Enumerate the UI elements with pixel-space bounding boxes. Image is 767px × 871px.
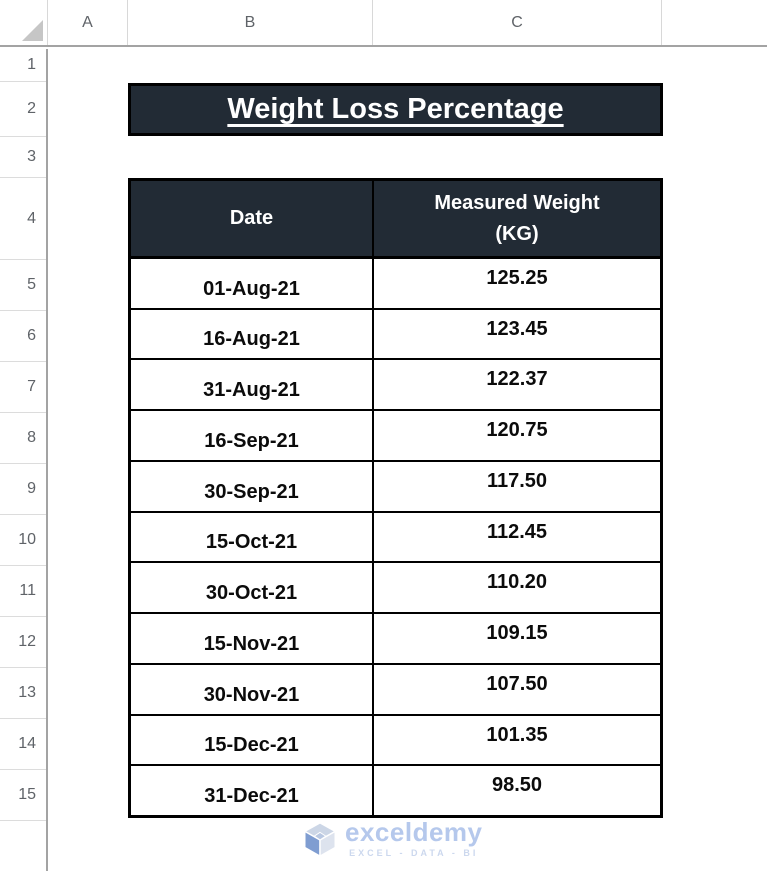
row-header[interactable]: 5 <box>0 260 46 311</box>
select-all-triangle-icon <box>22 20 43 41</box>
column-header[interactable]: A <box>48 0 128 45</box>
row-header[interactable]: 4 <box>0 178 46 260</box>
weight-cell[interactable]: 109.15 <box>486 622 548 645</box>
date-cell[interactable]: 16-Aug-21 <box>131 309 374 359</box>
table-row: 15-Oct-21 112.45 <box>131 512 660 564</box>
table-row: 30-Oct-21 110.20 <box>131 563 660 615</box>
row-header[interactable]: 3 <box>0 137 46 178</box>
column-header-row: A B C <box>0 0 767 47</box>
row-header[interactable]: 8 <box>0 413 46 464</box>
row-header[interactable]: 14 <box>0 719 46 770</box>
page-title: Weight Loss Percentage <box>227 93 564 125</box>
column-header-filler <box>662 0 767 45</box>
column-header[interactable]: B <box>128 0 373 45</box>
column-letters: A B C <box>48 0 662 45</box>
date-cell[interactable]: 16-Sep-21 <box>131 411 374 460</box>
table-row: 31-Dec-21 98.50 <box>131 766 660 816</box>
row-header[interactable]: 2 <box>0 82 46 137</box>
row-header[interactable]: 11 <box>0 566 46 617</box>
table-row: 30-Sep-21 117.50 <box>131 461 660 513</box>
select-all-corner[interactable] <box>0 0 48 45</box>
row-header[interactable]: 10 <box>0 515 46 566</box>
weight-cell[interactable]: 120.75 <box>486 419 548 442</box>
exceldemy-cube-icon <box>303 821 337 857</box>
weight-header-line2: (KG) <box>495 222 539 245</box>
table-row: 16-Aug-21 123.45 <box>131 309 660 361</box>
weight-cell[interactable]: 110.20 <box>486 571 548 594</box>
weight-cell[interactable]: 125.25 <box>486 267 548 289</box>
date-cell[interactable]: 31-Dec-21 <box>131 766 374 816</box>
row-header[interactable]: 7 <box>0 362 46 413</box>
table-row: 31-Aug-21 122.37 <box>131 360 660 412</box>
row-header[interactable]: 1 <box>0 49 46 82</box>
weight-cell[interactable]: 98.50 <box>491 774 543 797</box>
weight-cell[interactable]: 117.50 <box>486 469 548 492</box>
weight-cell[interactable]: 112.45 <box>486 520 548 543</box>
row-header[interactable]: 15 <box>0 770 46 821</box>
date-cell[interactable]: 31-Aug-21 <box>131 360 374 410</box>
row-header-strip: 1 2 3 4 5 6 7 8 9 10 11 12 13 14 15 <box>0 49 48 871</box>
weight-cell[interactable]: 101.35 <box>486 723 548 746</box>
table-row: 16-Sep-21 120.75 <box>131 411 660 462</box>
exceldemy-watermark: exceldemy EXCEL - DATA - BI <box>301 819 482 858</box>
table-row: 01-Aug-21 125.25 <box>131 259 660 310</box>
date-cell[interactable]: 15-Nov-21 <box>131 614 374 663</box>
date-cell[interactable]: 30-Sep-21 <box>131 461 374 511</box>
weight-cell[interactable]: 122.37 <box>486 368 548 391</box>
table-row: 30-Nov-21 107.50 <box>131 664 660 716</box>
date-cell[interactable]: 01-Aug-21 <box>131 259 374 308</box>
watermark-text-block: exceldemy EXCEL - DATA - BI <box>345 819 482 858</box>
watermark-tagline: EXCEL - DATA - BI <box>349 848 479 858</box>
weight-cell[interactable]: 107.50 <box>486 672 548 695</box>
title-cell[interactable]: Weight Loss Percentage <box>128 83 663 136</box>
date-column-header[interactable]: Date <box>131 181 374 256</box>
date-cell[interactable]: 15-Oct-21 <box>131 512 374 562</box>
date-cell[interactable]: 30-Nov-21 <box>131 664 374 714</box>
date-cell[interactable]: 30-Oct-21 <box>131 563 374 613</box>
date-cell[interactable]: 15-Dec-21 <box>131 715 374 765</box>
weight-header-line1: Measured Weight <box>434 191 600 214</box>
weight-table: Date Measured Weight (KG) 01-Aug-21 125.… <box>128 178 663 818</box>
weight-cell[interactable]: 123.45 <box>486 317 548 340</box>
column-header[interactable]: C <box>373 0 662 45</box>
row-header[interactable]: 13 <box>0 668 46 719</box>
row-header[interactable]: 12 <box>0 617 46 668</box>
table-row: 15-Dec-21 101.35 <box>131 715 660 767</box>
table-row: 15-Nov-21 109.15 <box>131 614 660 665</box>
row-header[interactable]: 9 <box>0 464 46 515</box>
table-header-row: Date Measured Weight (KG) <box>131 181 660 259</box>
row-header[interactable]: 6 <box>0 311 46 362</box>
weight-column-header[interactable]: Measured Weight (KG) <box>374 181 660 256</box>
watermark-brand: exceldemy <box>345 817 483 847</box>
